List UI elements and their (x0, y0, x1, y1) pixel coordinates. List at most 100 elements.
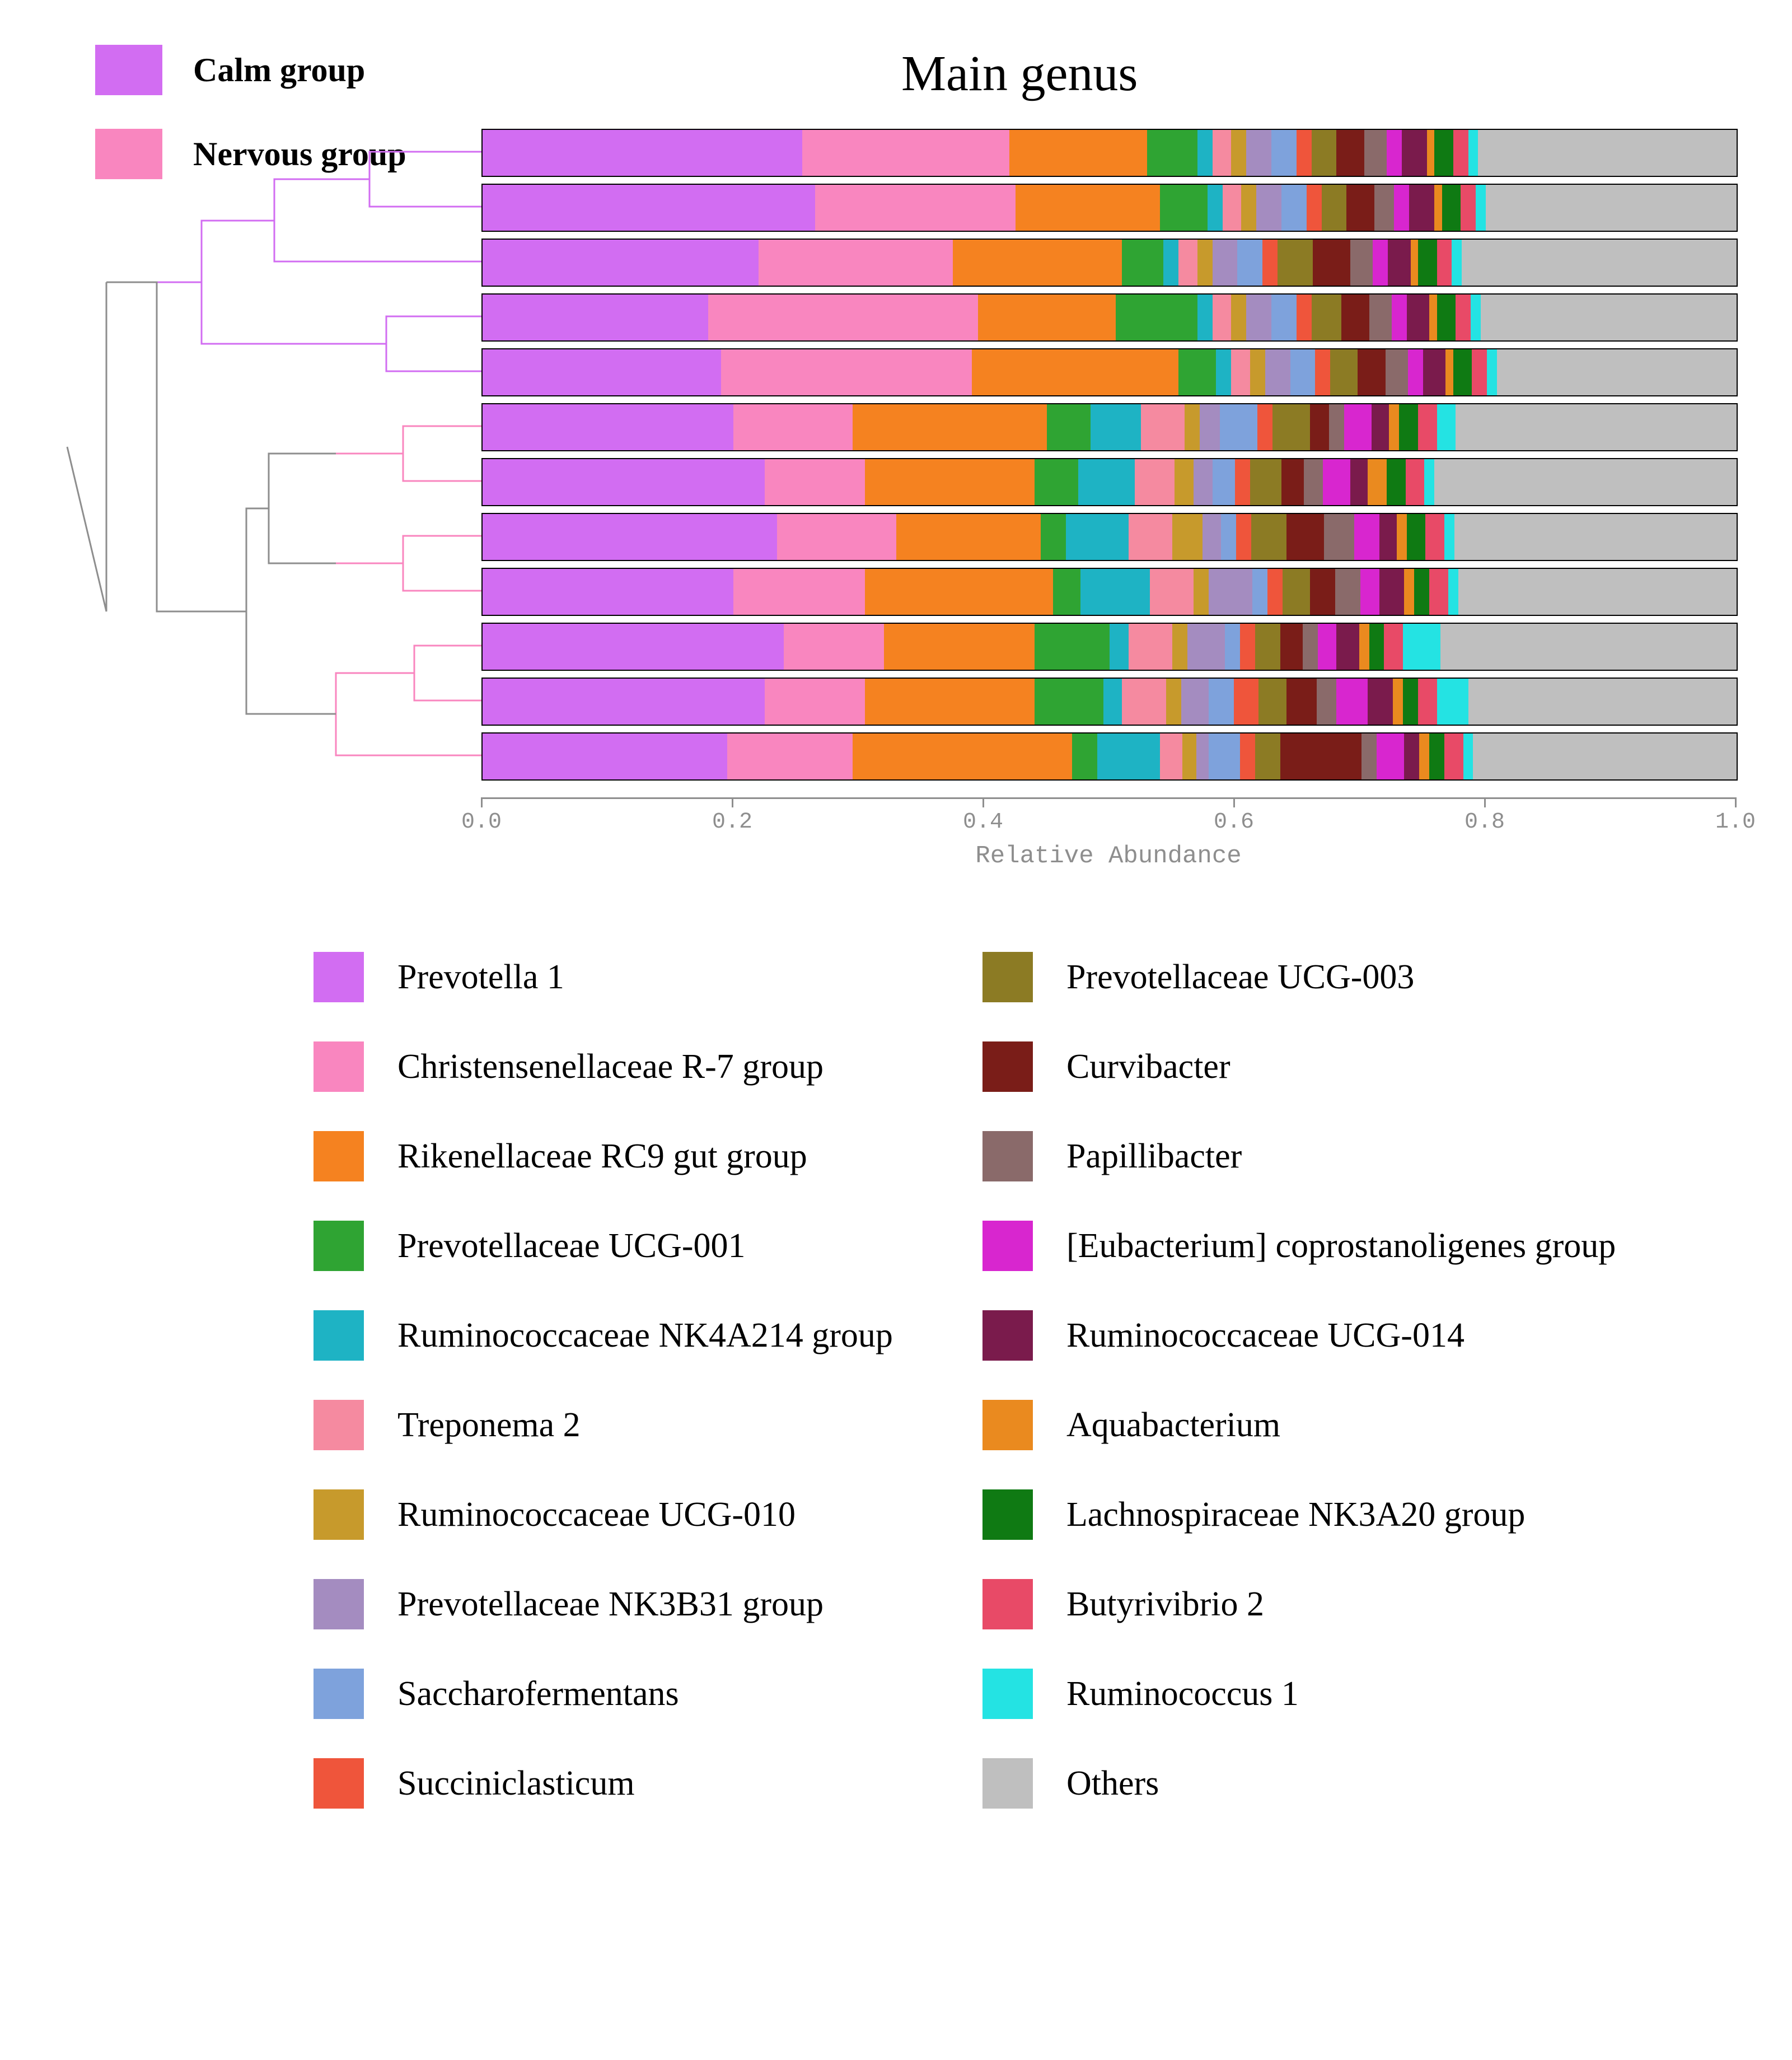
chart-title: Main genus (901, 45, 1138, 102)
bar-segment (1315, 349, 1330, 395)
bar-segment (483, 185, 815, 231)
bar-segment (1458, 569, 1737, 615)
bar-segment (1425, 514, 1444, 560)
bar-segment (1418, 240, 1437, 286)
bar-segment (1468, 679, 1737, 725)
bar-segment (1135, 459, 1175, 505)
bar-segment (1220, 404, 1257, 450)
legend-label: Prevotellaceae UCG-003 (1066, 957, 1414, 997)
bar-segment (1160, 185, 1208, 231)
bar-segment (1313, 240, 1350, 286)
bar-segment (1213, 295, 1232, 340)
bar-segment (1267, 569, 1283, 615)
bar-segment (1403, 679, 1418, 725)
bar-segment (784, 624, 884, 670)
x-axis (481, 797, 1735, 799)
bar-segment (733, 404, 853, 450)
bar-segment (1429, 734, 1444, 779)
bar-segment (1424, 459, 1434, 505)
bar-segment (483, 459, 765, 505)
bar-segment (1209, 679, 1234, 725)
bar-segment (1369, 295, 1392, 340)
label-calm: Calm group (193, 51, 365, 90)
legend-label: Butyrivibrio 2 (1066, 1585, 1264, 1624)
legend-label: Ruminococcus 1 (1066, 1674, 1299, 1714)
bar-segment (1350, 240, 1373, 286)
bar-segment (1323, 459, 1350, 505)
bar-segment (1379, 514, 1397, 560)
bar-segment (1453, 349, 1472, 395)
bar-segment (1072, 734, 1097, 779)
bar-segment (1110, 624, 1129, 670)
dendro-branch (386, 316, 481, 371)
bar-segment (1280, 734, 1362, 779)
bar-segment (1336, 624, 1359, 670)
bar-segment (1178, 240, 1197, 286)
legend-label: Others (1066, 1764, 1159, 1804)
bar-segment (483, 679, 765, 725)
bar-segment (1286, 514, 1324, 560)
legend-swatch (982, 1221, 1033, 1271)
bar-segment (1437, 240, 1452, 286)
x-tick (982, 797, 984, 807)
bar-segment (1350, 459, 1368, 505)
legend-label: Prevotella 1 (397, 957, 564, 997)
bar-segment (1194, 459, 1213, 505)
bar-segment (1246, 130, 1271, 176)
legend-swatch (982, 1041, 1033, 1092)
bar-segment (1281, 459, 1304, 505)
bar-segment (727, 734, 853, 779)
bar-segment (1368, 679, 1393, 725)
bar-row (481, 678, 1738, 726)
bar-segment (1358, 349, 1385, 395)
bar-segment (483, 569, 733, 615)
x-tick (1735, 797, 1737, 807)
bar-segment (1434, 459, 1737, 505)
bar-segment (1312, 130, 1337, 176)
bar-segment (1255, 734, 1280, 779)
legend-label: Curvibacter (1066, 1047, 1230, 1087)
bar-segment (1141, 404, 1185, 450)
bar-segment (1386, 349, 1408, 395)
legend-item: Aquabacterium (982, 1400, 1616, 1450)
bar-segment (1147, 130, 1197, 176)
bar-segment (1197, 130, 1213, 176)
bar-segment (1322, 185, 1347, 231)
bar-segment (1122, 240, 1163, 286)
legend-item: Treponema 2 (314, 1400, 893, 1450)
bar-segment (1471, 295, 1481, 340)
bar-segment (1497, 349, 1737, 395)
bar-segment (1374, 185, 1395, 231)
bar-segment (1150, 569, 1194, 615)
legend-swatch (982, 1400, 1033, 1450)
bar-segment (853, 734, 1072, 779)
bar-segment (1369, 624, 1384, 670)
bar-segment (1172, 624, 1187, 670)
bar-segment (1035, 459, 1078, 505)
bar-segment (1324, 514, 1354, 560)
legend-label: Ruminococcaceae UCG-014 (1066, 1316, 1465, 1356)
bar-segment (1129, 514, 1172, 560)
dendrogram (34, 129, 481, 790)
bar-segment (1364, 130, 1387, 176)
bar-segment (1262, 240, 1278, 286)
legend-label: Prevotellaceae NK3B31 group (397, 1585, 824, 1624)
legend-item: Rikenellaceae RC9 gut group (314, 1131, 893, 1181)
bar-segment (1236, 514, 1251, 560)
legend-swatch (982, 1758, 1033, 1809)
bar-segment (1035, 624, 1110, 670)
bar-segment (1016, 185, 1160, 231)
bar-segment (1335, 569, 1360, 615)
bar-segment (1272, 404, 1310, 450)
bar-row (481, 513, 1738, 561)
dendro-branch (414, 646, 481, 700)
bar-segment (1178, 349, 1216, 395)
bar-segment (1216, 349, 1231, 395)
bar-segment (1175, 459, 1194, 505)
legend-swatch (982, 952, 1033, 1002)
bar-segment (1208, 185, 1223, 231)
bar-row (481, 623, 1738, 671)
legend-swatch (314, 1579, 364, 1629)
legend-item: Prevotellaceae UCG-003 (982, 952, 1616, 1002)
legend-item: [Eubacterium] coprostanoligenes group (982, 1221, 1616, 1271)
